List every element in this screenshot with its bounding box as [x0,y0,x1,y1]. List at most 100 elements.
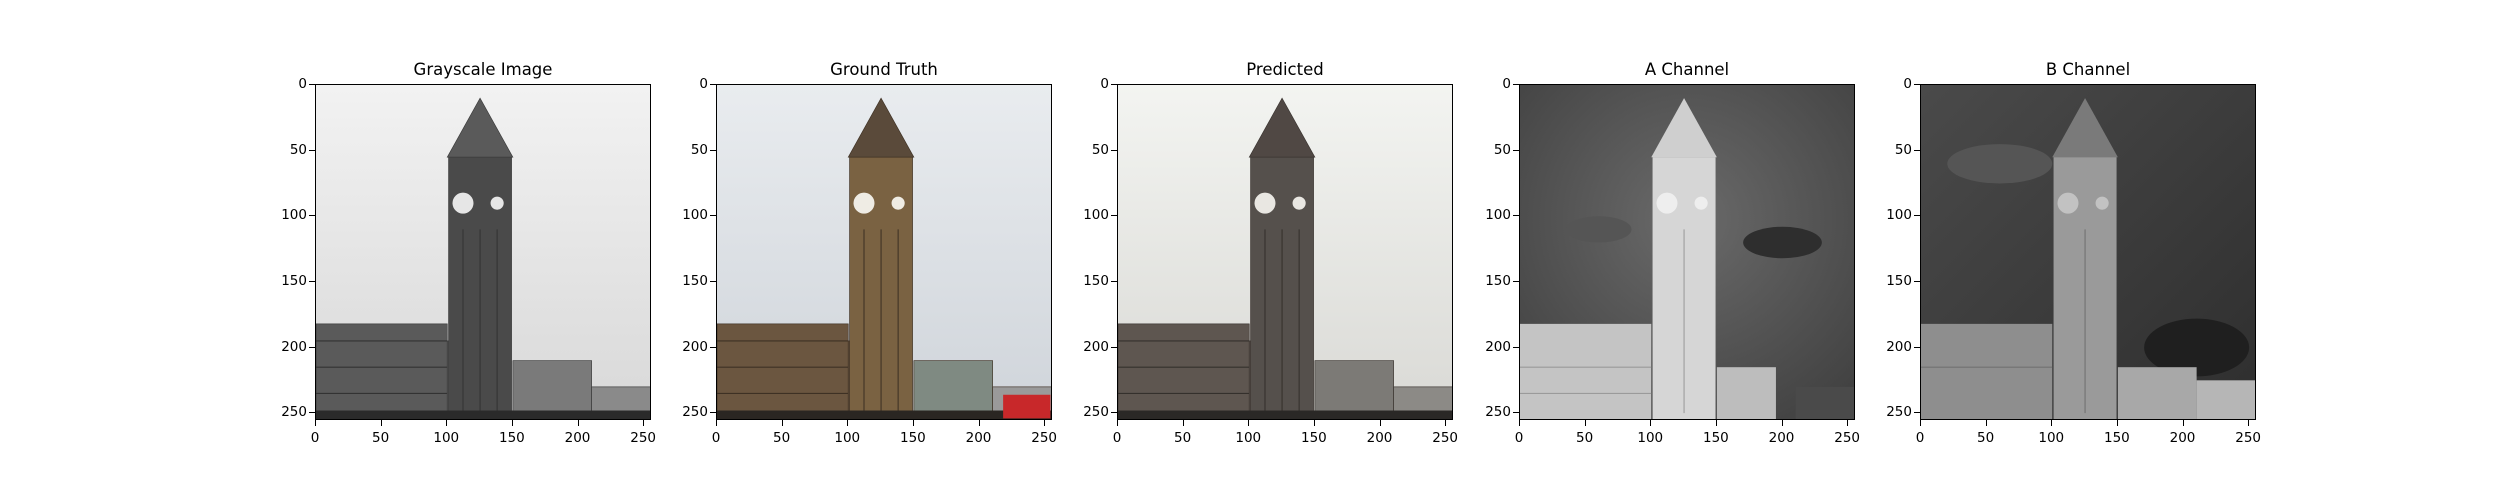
predicted-image [1117,84,1453,420]
x-tick-label: 150 [1300,430,1327,446]
y-tick-label: 100 [1886,207,1912,224]
panel-b-channel: B Channel 0 50 100 150 200 250 0 50 100 [1886,0,2320,500]
y-tick-label: 100 [1485,207,1511,224]
y-tick-label: 200 [1886,338,1912,355]
x-tick-label: 100 [1235,430,1262,446]
y-tick-mark [1513,412,1519,414]
y-tick-mark [309,412,315,414]
y-tick-label: 50 [1894,141,1912,158]
x-tick-label: 0 [1915,430,1925,446]
x-tick-label: 100 [433,430,460,446]
x-tick-label: 200 [1366,430,1393,446]
panel-title: Grayscale Image [413,60,553,79]
x-tick-mark [1313,420,1315,426]
y-tick-mark [710,149,716,151]
y-tick-label: 150 [1083,272,1109,289]
x-tick-mark [1985,420,1987,426]
y-tick-mark [309,280,315,282]
y-tick-label: 0 [1903,76,1912,92]
x-tick-label: 50 [1576,430,1594,446]
x-tick-mark [2116,420,2118,426]
y-tick-label: 250 [1886,404,1912,421]
a-channel-image [1519,84,1855,420]
y-tick-mark [1111,346,1117,348]
y-tick-mark [1513,280,1519,282]
x-tick-mark [643,420,645,426]
y-tick-label: 200 [1083,338,1109,355]
y-tick-mark [1111,149,1117,151]
x-tick-mark [577,420,579,426]
y-tick-label: 200 [1485,338,1511,355]
x-tick-label: 250 [1031,430,1058,446]
x-tick-mark [1715,420,1717,426]
x-tick-mark [1847,420,1849,426]
x-tick-label: 250 [2235,430,2262,446]
y-tick-mark [1914,280,1920,282]
tower-image-pred [1118,85,1452,419]
x-tick-label: 50 [1977,430,1995,446]
y-tick-mark [1513,149,1519,151]
y-tick-mark [710,412,716,414]
y-tick-mark [309,84,315,85]
y-tick-mark [1513,84,1519,85]
y-tick-mark [1111,84,1117,85]
x-tick-label: 200 [564,430,591,446]
x-tick-mark [716,420,717,426]
y-tick-mark [710,215,716,217]
y-tick-mark [710,346,716,348]
y-tick-label: 0 [1100,76,1109,92]
ground-truth-image [716,84,1052,420]
y-tick-label: 250 [1485,404,1511,421]
panel-title: Ground Truth [830,60,938,79]
x-tick-mark [1044,420,1046,426]
y-tick-mark [1111,412,1117,414]
x-tick-mark [446,420,448,426]
y-tick-mark [710,280,716,282]
panel-title: B Channel [2045,60,2131,79]
y-tick-mark [309,215,315,217]
grayscale-image [315,84,651,420]
x-tick-mark [2051,420,2053,426]
y-tick-mark [1914,149,1920,151]
x-tick-mark [1117,420,1118,426]
x-tick-mark [315,420,316,426]
panel-title: Predicted [1246,60,1324,79]
y-tick-label: 50 [1091,141,1109,158]
tower-image-gray [316,85,650,419]
tower-image-color [717,85,1051,419]
y-tick-mark [1914,346,1920,348]
y-tick-mark [309,346,315,348]
panel-title: A Channel [1644,60,1730,79]
y-tick-label: 0 [1502,76,1511,92]
x-tick-mark [1182,420,1184,426]
y-tick-mark [1914,84,1920,85]
y-tick-mark [710,84,716,85]
x-tick-mark [2248,420,2250,426]
b-channel-image [1920,84,2256,420]
y-tick-label: 200 [281,338,307,355]
y-tick-mark [1513,346,1519,348]
x-tick-mark [1519,420,1520,426]
y-tick-label: 150 [281,272,307,289]
x-tick-mark [1584,420,1586,426]
y-tick-mark [309,149,315,151]
y-tick-label: 150 [1485,272,1511,289]
x-tick-mark [380,420,382,426]
y-tick-label: 150 [1886,272,1912,289]
x-tick-label: 150 [498,430,525,446]
y-tick-label: 100 [281,207,307,224]
x-tick-label: 250 [1432,430,1459,446]
x-tick-mark [1379,420,1381,426]
x-tick-label: 150 [1702,430,1729,446]
x-tick-label: 250 [630,430,657,446]
y-tick-label: 100 [1083,207,1109,224]
x-tick-label: 50 [372,430,390,446]
y-tick-label: 50 [1493,141,1511,158]
x-tick-mark [1920,420,1921,426]
y-tick-mark [1914,215,1920,217]
x-tick-mark [2182,420,2184,426]
x-tick-label: 50 [1174,430,1192,446]
x-tick-mark [781,420,783,426]
x-tick-label: 100 [1637,430,1664,446]
y-tick-label: 0 [699,76,708,92]
